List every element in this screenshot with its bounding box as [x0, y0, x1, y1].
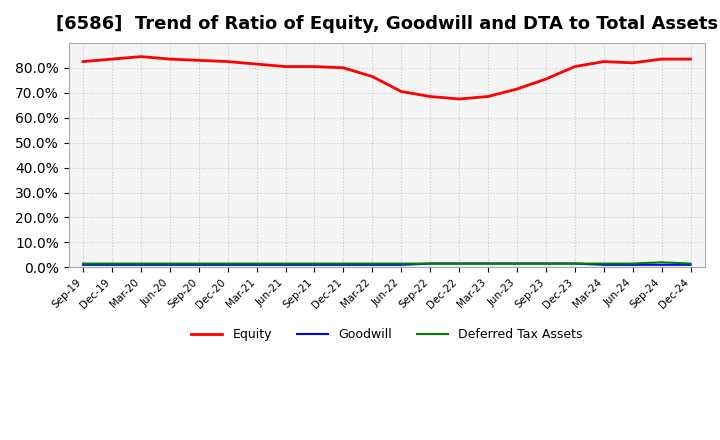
Goodwill	[310, 262, 319, 268]
Deferred Tax Assets	[282, 261, 290, 266]
Goodwill	[629, 262, 637, 268]
Deferred Tax Assets	[166, 261, 174, 266]
Deferred Tax Assets	[108, 261, 117, 266]
Goodwill	[686, 262, 695, 268]
Goodwill	[570, 261, 579, 266]
Equity	[657, 56, 666, 62]
Deferred Tax Assets	[310, 261, 319, 266]
Equity	[600, 59, 608, 64]
Line: Equity: Equity	[83, 57, 690, 99]
Deferred Tax Assets	[541, 261, 550, 266]
Equity	[629, 60, 637, 66]
Deferred Tax Assets	[223, 261, 232, 266]
Goodwill	[339, 262, 348, 268]
Equity	[282, 64, 290, 69]
Deferred Tax Assets	[194, 261, 203, 266]
Goodwill	[657, 262, 666, 268]
Equity	[310, 64, 319, 69]
Equity	[570, 64, 579, 69]
Deferred Tax Assets	[137, 261, 145, 266]
Goodwill	[108, 262, 117, 268]
Goodwill	[252, 262, 261, 268]
Equity	[252, 62, 261, 67]
Equity	[368, 74, 377, 79]
Goodwill	[397, 262, 405, 268]
Goodwill	[137, 262, 145, 268]
Line: Goodwill: Goodwill	[83, 264, 690, 265]
Equity	[108, 56, 117, 62]
Line: Deferred Tax Assets: Deferred Tax Assets	[83, 262, 690, 264]
Goodwill	[541, 261, 550, 266]
Deferred Tax Assets	[570, 261, 579, 266]
Deferred Tax Assets	[657, 260, 666, 265]
Deferred Tax Assets	[600, 261, 608, 266]
Goodwill	[513, 261, 521, 266]
Deferred Tax Assets	[397, 261, 405, 266]
Deferred Tax Assets	[629, 261, 637, 266]
Goodwill	[600, 262, 608, 268]
Goodwill	[455, 261, 464, 266]
Deferred Tax Assets	[513, 261, 521, 266]
Equity	[137, 54, 145, 59]
Deferred Tax Assets	[78, 261, 87, 266]
Goodwill	[194, 262, 203, 268]
Goodwill	[368, 262, 377, 268]
Title: [6586]  Trend of Ratio of Equity, Goodwill and DTA to Total Assets: [6586] Trend of Ratio of Equity, Goodwil…	[55, 15, 718, 33]
Deferred Tax Assets	[484, 261, 492, 266]
Goodwill	[426, 261, 434, 266]
Deferred Tax Assets	[252, 261, 261, 266]
Deferred Tax Assets	[455, 261, 464, 266]
Equity	[339, 65, 348, 70]
Equity	[194, 58, 203, 63]
Deferred Tax Assets	[368, 261, 377, 266]
Goodwill	[78, 262, 87, 268]
Deferred Tax Assets	[426, 261, 434, 266]
Goodwill	[166, 262, 174, 268]
Equity	[223, 59, 232, 64]
Legend: Equity, Goodwill, Deferred Tax Assets: Equity, Goodwill, Deferred Tax Assets	[186, 323, 588, 346]
Equity	[166, 56, 174, 62]
Deferred Tax Assets	[686, 261, 695, 266]
Equity	[397, 89, 405, 94]
Equity	[513, 86, 521, 92]
Equity	[484, 94, 492, 99]
Equity	[426, 94, 434, 99]
Equity	[686, 56, 695, 62]
Goodwill	[484, 261, 492, 266]
Equity	[541, 77, 550, 82]
Goodwill	[223, 262, 232, 268]
Deferred Tax Assets	[339, 261, 348, 266]
Equity	[78, 59, 87, 64]
Equity	[455, 96, 464, 102]
Goodwill	[282, 262, 290, 268]
